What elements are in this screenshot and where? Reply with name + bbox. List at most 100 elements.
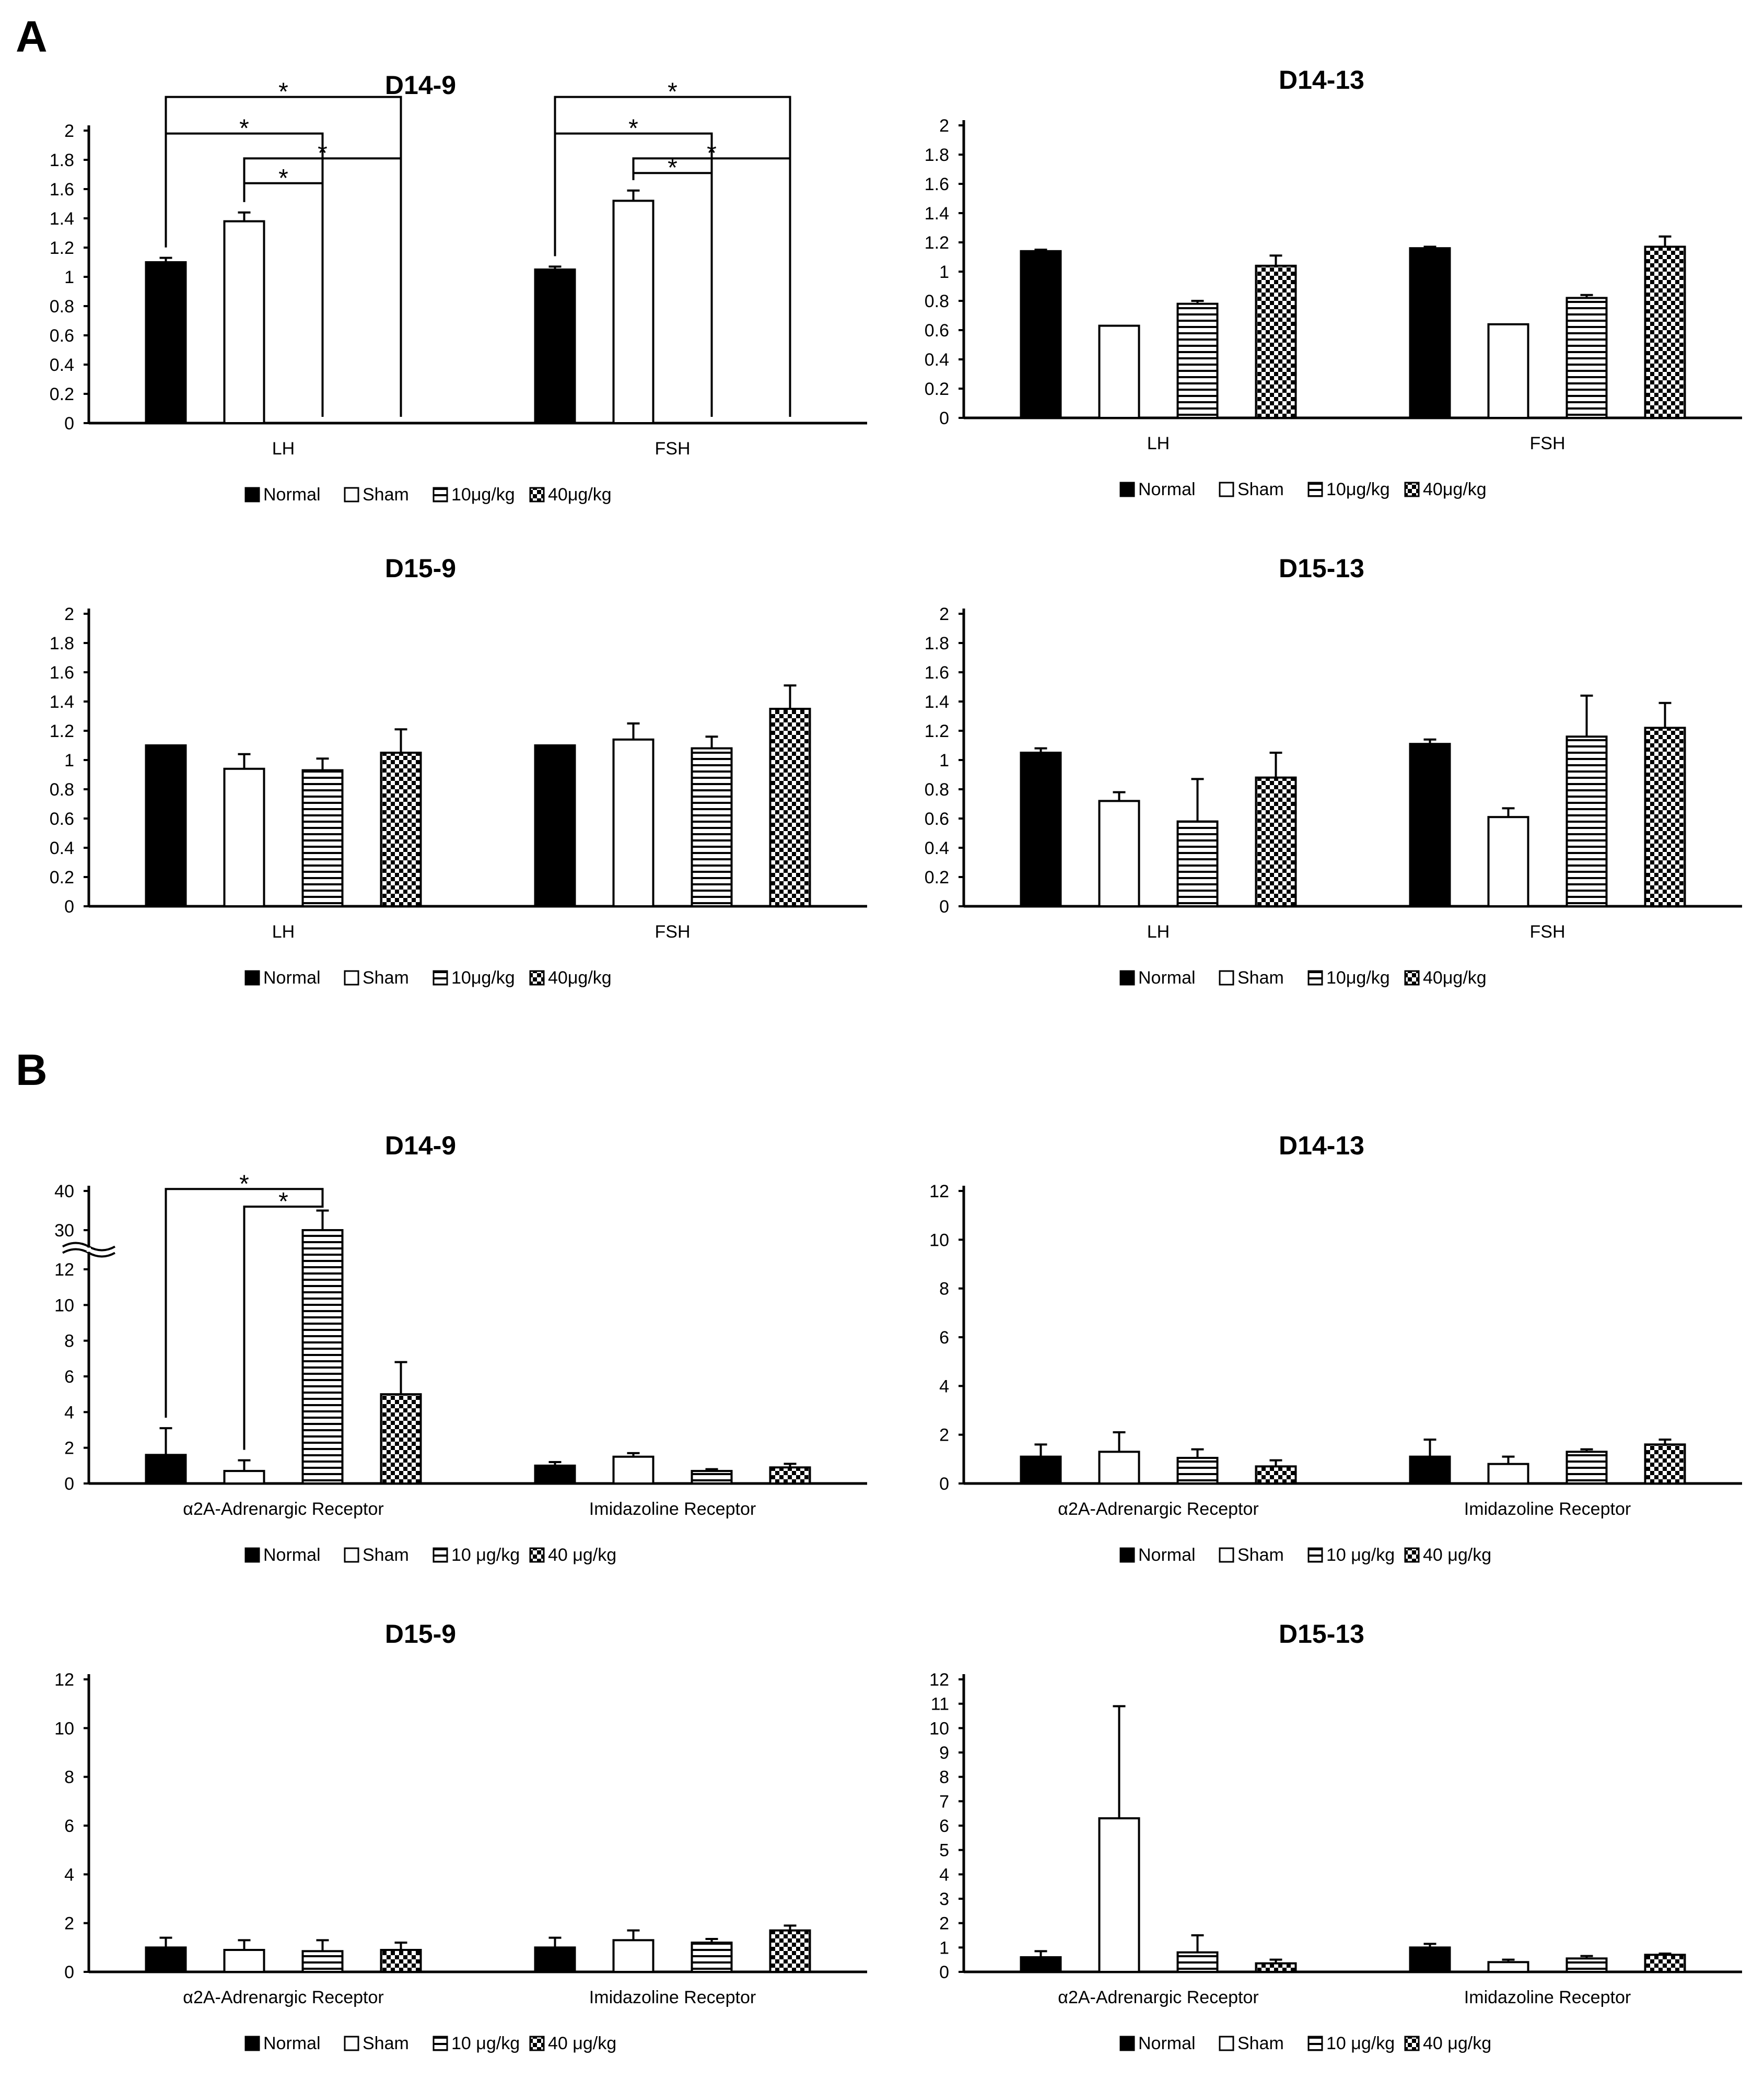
y-tick-label: 2: [939, 604, 949, 624]
legend-label-10-g-kg: 10 μg/kg: [1326, 2034, 1395, 2053]
bar-normal-fsh: [1409, 743, 1451, 907]
legend-swatch-40-g-kg: [529, 1547, 545, 1563]
y-tick-label: 1: [939, 751, 949, 770]
category-label: LH: [272, 439, 295, 459]
bar-normal-fsh: [534, 268, 576, 424]
chart-b-d15-9: D15-9 0 2 4 6 8 10 12 α2A-Adrenargic Receptor Imi…: [54, 1619, 867, 2053]
bar-normal-2a-adrenargic-receptor: [145, 1454, 187, 1485]
legend-swatch-normal: [244, 487, 260, 503]
y-tick-label: 1.4: [50, 209, 74, 229]
category-label: FSH: [1530, 434, 1566, 453]
y-tick-label: 40: [54, 1182, 74, 1201]
legend-swatch-sham: [1219, 2036, 1234, 2051]
legend-swatch-sham: [344, 2036, 359, 2051]
bar-40-g-kg-imidazoline-receptor: [769, 1929, 811, 1973]
y-tick-label: 12: [929, 1670, 949, 1690]
y-tick-label: 0.2: [925, 868, 949, 887]
y-tick-label: 8: [939, 1768, 949, 1787]
category-label: FSH: [655, 922, 691, 942]
bar-normal-lh: [1020, 752, 1062, 907]
y-tick-label: 0.6: [925, 809, 949, 829]
legend-label-normal: Normal: [1138, 2034, 1196, 2053]
bar-sham-imidazoline-receptor: [1487, 1961, 1529, 1973]
bar-normal-lh: [1020, 250, 1062, 419]
bar-40-g-kg-lh: [1255, 776, 1297, 907]
y-tick-label: 4: [939, 1376, 949, 1396]
bar-normal-2a-adrenargic-receptor: [145, 1946, 187, 1973]
bar-sham-2a-adrenargic-receptor: [223, 1470, 265, 1485]
bar-10-g-kg-lh: [1176, 820, 1219, 907]
legend-swatch-40-g-kg: [1404, 2036, 1420, 2051]
bar-10-g-kg-2a-adrenargic-receptor: [301, 1229, 344, 1485]
y-tick-label: 0.2: [50, 384, 74, 404]
category-label: α2A-Adrenargic Receptor: [183, 1988, 383, 2007]
y-tick-label: 1.2: [925, 721, 949, 741]
bar-40-g-kg-lh: [380, 752, 422, 907]
bar-normal-imidazoline-receptor: [534, 1946, 576, 1973]
y-tick-label: 0: [64, 414, 74, 434]
bar-40-g-kg-imidazoline-receptor: [1644, 1443, 1686, 1485]
chart-title: D15-9: [385, 1619, 456, 1649]
y-tick-label: 12: [929, 1182, 949, 1201]
y-tick-label: 10: [54, 1295, 74, 1315]
bar-10-g-kg-2a-adrenargic-receptor: [1176, 1457, 1219, 1485]
y-tick-label: 5: [939, 1841, 949, 1861]
legend-swatch-40-g-kg: [1404, 482, 1420, 497]
y-tick-label: 0: [64, 1962, 74, 1982]
legend-label-sham: Sham: [363, 968, 409, 988]
category-label: α2A-Adrenargic Receptor: [1058, 1988, 1258, 2007]
y-tick-label: 2: [939, 116, 949, 136]
y-tick-label: 6: [64, 1367, 74, 1387]
chart-a-d15-9: D15-9 0 0.2 0.4 0.6 0.8 1 1.2 1.4 1.6 1.8 2 LH FSH Nor…: [50, 554, 867, 988]
chart-a-d14-13: D14-13 0 0.2 0.4 0.6 0.8 1 1.2 1.4 1.6 1.8 2 LH FSH No…: [925, 65, 1742, 499]
bar-sham-lh: [223, 767, 265, 907]
y-tick-label: 1: [939, 1938, 949, 1958]
y-tick-label: 1.8: [925, 145, 949, 165]
y-tick-label: 3: [939, 1889, 949, 1909]
legend-swatch-normal: [244, 1547, 260, 1563]
bar-sham-imidazoline-receptor: [1487, 1463, 1529, 1485]
y-tick-label: 12: [54, 1670, 74, 1690]
legend-label-normal: Normal: [263, 1545, 321, 1565]
legend-label-40-g-kg: 40 μg/kg: [1423, 1545, 1491, 1565]
legend-label-normal: Normal: [263, 485, 321, 505]
y-tick-label: 1.8: [50, 150, 74, 170]
y-tick-label: 0.6: [925, 321, 949, 341]
category-label: LH: [1147, 434, 1170, 453]
legend-swatch-sham: [1219, 970, 1234, 986]
bar-10-g-kg-imidazoline-receptor: [691, 1942, 733, 1973]
y-tick-label: 1.4: [925, 204, 949, 224]
y-tick-label: 0.8: [925, 291, 949, 311]
significance-star: *: [707, 139, 717, 167]
significance-star: *: [239, 115, 249, 143]
bar-sham-2a-adrenargic-receptor: [223, 1949, 265, 1973]
significance-bracket: [554, 96, 791, 417]
bar-sham-fsh: [612, 200, 655, 424]
significance-bracket: [243, 157, 402, 417]
chart-title: D14-9: [385, 71, 456, 100]
legend-swatch-normal: [1119, 482, 1135, 497]
bar-40-g-kg-lh: [1255, 264, 1297, 419]
legend-label-sham: Sham: [1237, 968, 1284, 988]
panel-label-b: B: [16, 1045, 48, 1094]
y-tick-label: 2: [64, 604, 74, 624]
bar-normal-fsh: [1409, 247, 1451, 419]
y-tick-label: 2: [939, 1914, 949, 1934]
category-label: FSH: [1530, 922, 1566, 942]
chart-title: D15-13: [1279, 1619, 1364, 1649]
bar-sham-lh: [1098, 324, 1140, 419]
y-tick-label: 1.4: [925, 692, 949, 712]
bar-normal-2a-adrenargic-receptor: [1020, 1956, 1062, 1973]
bar-40-g-kg-2a-adrenargic-receptor: [380, 1949, 422, 1973]
legend-label-10-g-kg: 10 μg/kg: [1326, 1545, 1395, 1565]
bar-sham-lh: [223, 220, 265, 424]
legend-label-10-g-kg: 10μg/kg: [1326, 480, 1390, 499]
significance-bracket: [243, 1200, 324, 1450]
y-tick-label: 6: [939, 1816, 949, 1836]
legend-swatch-10-g-kg: [433, 1547, 448, 1563]
y-tick-label: 9: [939, 1743, 949, 1763]
legend-swatch-sham: [344, 970, 359, 986]
bar-10-g-kg-fsh: [1566, 297, 1608, 419]
bar-normal-lh: [145, 261, 187, 424]
